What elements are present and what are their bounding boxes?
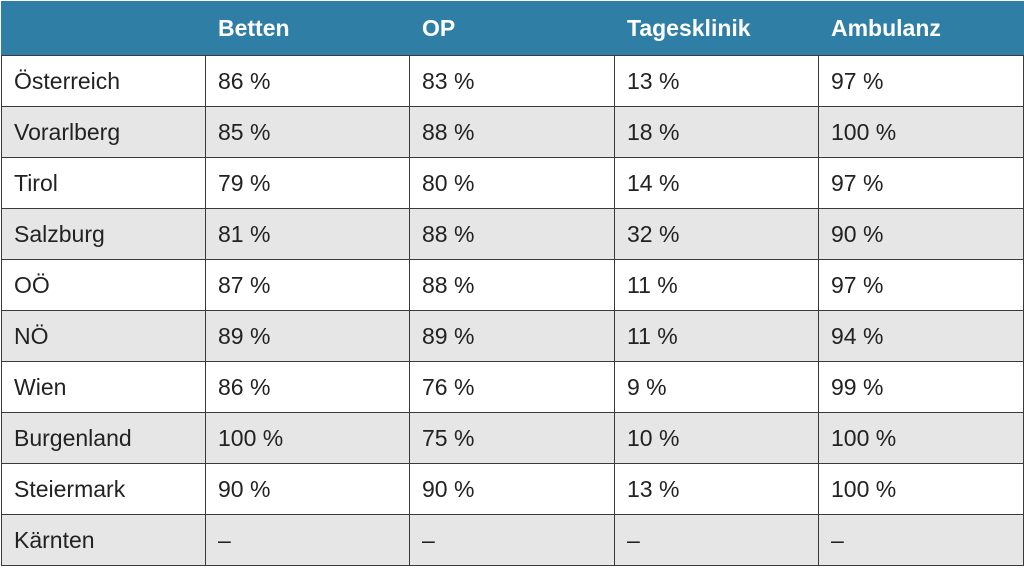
cell-tagesklinik: 10 % [614,412,819,464]
row-label: OÖ [1,259,206,311]
cell-tagesklinik: 13 % [614,55,819,107]
cell-betten: 85 % [205,106,410,158]
cell-op: 90 % [409,463,615,515]
table-row: Österreich 86 % 83 % 13 % 97 % [1,55,1024,107]
cell-ambulanz: 97 % [818,259,1024,311]
data-table: Betten OP Tagesklinik Ambulanz Österreic… [1,1,1024,566]
cell-op: 88 % [409,259,615,311]
cell-betten: – [205,514,410,566]
cell-betten: 87 % [205,259,410,311]
cell-op: 83 % [409,55,615,107]
table-row: Steiermark 90 % 90 % 13 % 100 % [1,463,1024,515]
cell-ambulanz: 90 % [818,208,1024,260]
cell-ambulanz: 100 % [818,463,1024,515]
cell-betten: 100 % [205,412,410,464]
cell-op: 76 % [409,361,615,413]
cell-tagesklinik: 18 % [614,106,819,158]
cell-op: 88 % [409,106,615,158]
table-body: Österreich 86 % 83 % 13 % 97 % Vorarlber… [1,55,1024,566]
table-row: Kärnten – – – – [1,514,1024,566]
cell-tagesklinik: – [614,514,819,566]
header-cell-region [1,1,206,56]
cell-ambulanz: 97 % [818,55,1024,107]
cell-ambulanz: 100 % [818,106,1024,158]
table-row: Tirol 79 % 80 % 14 % 97 % [1,157,1024,209]
row-label: Wien [1,361,206,413]
header-cell-betten: Betten [205,1,410,56]
cell-op: 80 % [409,157,615,209]
header-cell-ambulanz: Ambulanz [818,1,1024,56]
cell-betten: 81 % [205,208,410,260]
table-row: OÖ 87 % 88 % 11 % 97 % [1,259,1024,311]
row-label: Tirol [1,157,206,209]
table-row: Salzburg 81 % 88 % 32 % 90 % [1,208,1024,260]
cell-tagesklinik: 9 % [614,361,819,413]
row-label: Österreich [1,55,206,107]
table-header: Betten OP Tagesklinik Ambulanz [1,1,1024,56]
cell-ambulanz: 100 % [818,412,1024,464]
row-label: Kärnten [1,514,206,566]
cell-tagesklinik: 13 % [614,463,819,515]
row-label: Burgenland [1,412,206,464]
cell-op: 75 % [409,412,615,464]
row-label: Salzburg [1,208,206,260]
cell-betten: 79 % [205,157,410,209]
cell-op: 89 % [409,310,615,362]
cell-tagesklinik: 11 % [614,310,819,362]
cell-op: – [409,514,615,566]
cell-tagesklinik: 11 % [614,259,819,311]
table-row: Vorarlberg 85 % 88 % 18 % 100 % [1,106,1024,158]
header-row: Betten OP Tagesklinik Ambulanz [1,1,1024,56]
cell-betten: 90 % [205,463,410,515]
table-row: Burgenland 100 % 75 % 10 % 100 % [1,412,1024,464]
header-cell-tagesklinik: Tagesklinik [614,1,819,56]
cell-ambulanz: 94 % [818,310,1024,362]
cell-betten: 86 % [205,55,410,107]
cell-op: 88 % [409,208,615,260]
cell-tagesklinik: 32 % [614,208,819,260]
header-cell-op: OP [409,1,615,56]
cell-tagesklinik: 14 % [614,157,819,209]
cell-ambulanz: – [818,514,1024,566]
table-row: Wien 86 % 76 % 9 % 99 % [1,361,1024,413]
cell-ambulanz: 97 % [818,157,1024,209]
row-label: Vorarlberg [1,106,206,158]
cell-betten: 86 % [205,361,410,413]
cell-ambulanz: 99 % [818,361,1024,413]
cell-betten: 89 % [205,310,410,362]
table-row: NÖ 89 % 89 % 11 % 94 % [1,310,1024,362]
row-label: NÖ [1,310,206,362]
row-label: Steiermark [1,463,206,515]
